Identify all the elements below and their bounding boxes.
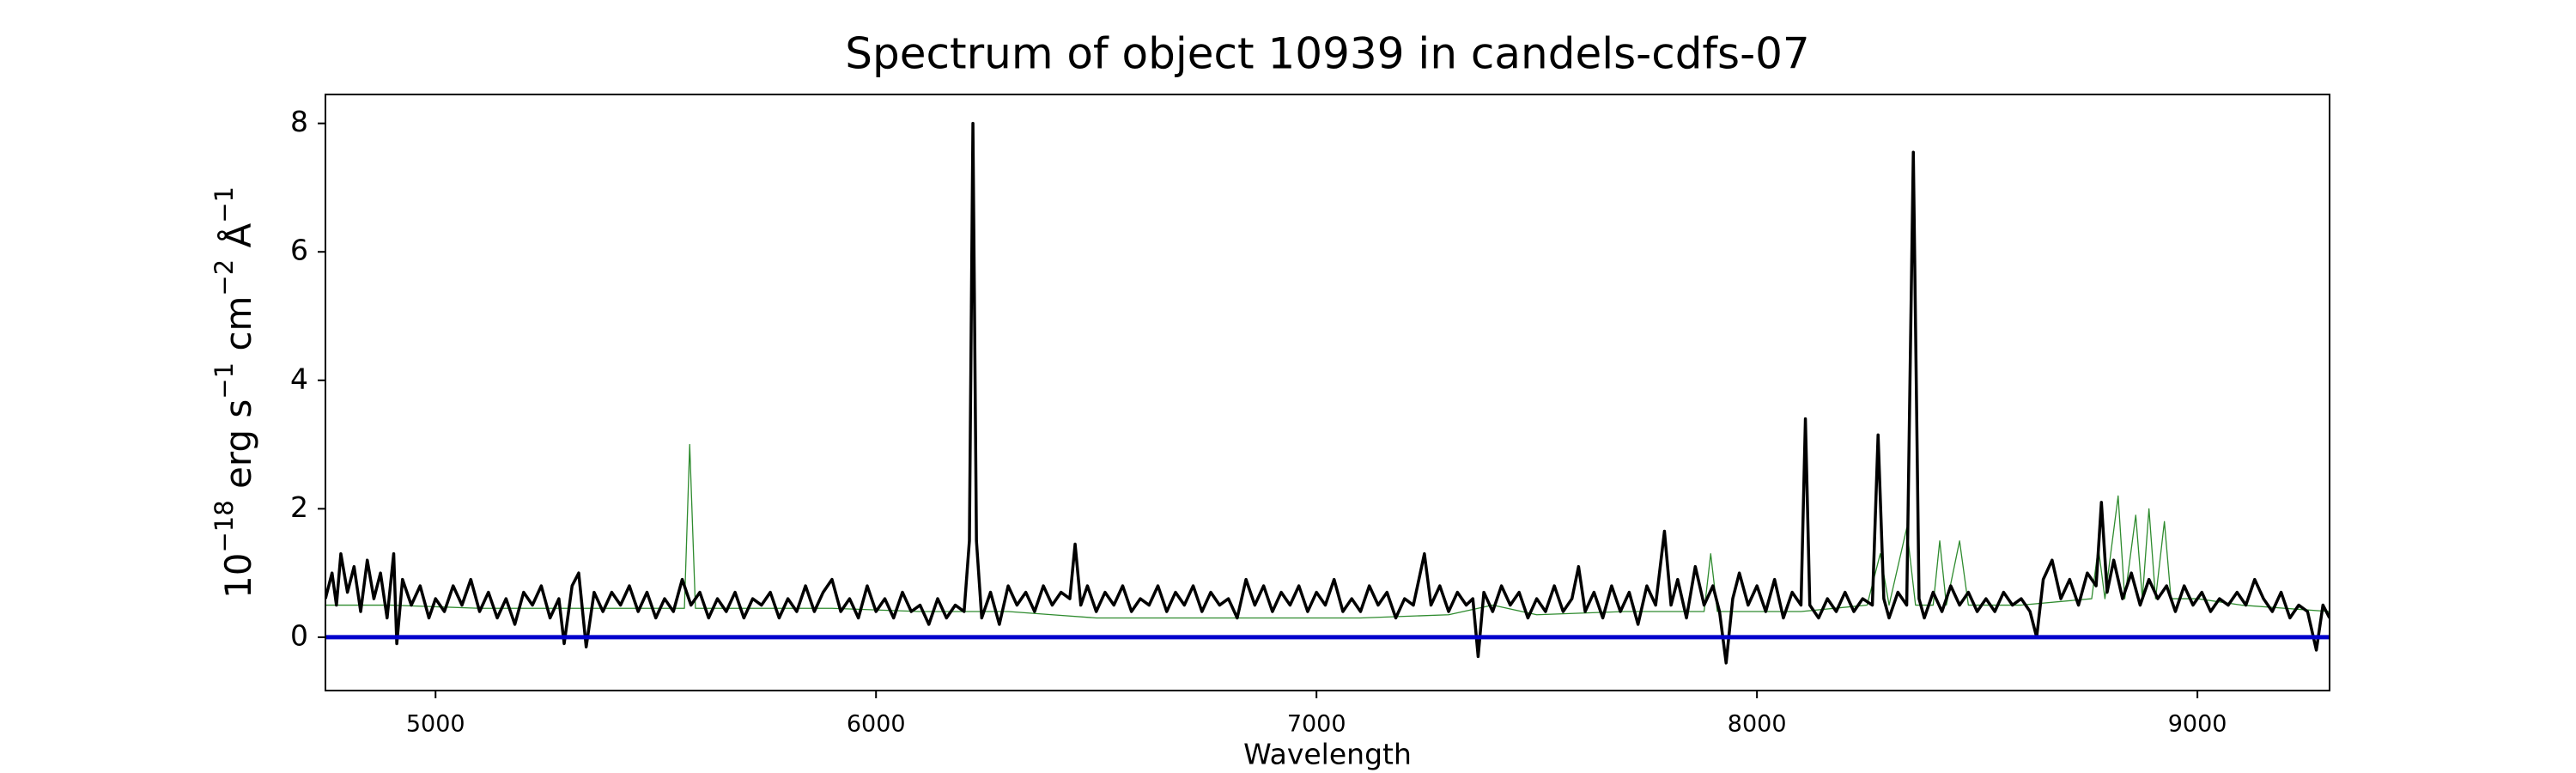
x-axis-label: Wavelength — [1243, 738, 1412, 771]
chart-title: Spectrum of object 10939 in candels-cdfs… — [845, 29, 1810, 79]
y-axis-label-part: cm — [217, 296, 259, 362]
x-tick-label: 7000 — [1287, 711, 1346, 738]
y-tick-label: 6 — [290, 234, 308, 267]
y-axis-label: 10−18 erg s−1 cm−2 Å−1 — [210, 186, 259, 599]
x-tick-label: 6000 — [847, 711, 906, 738]
y-axis-label-superscript: −18 — [210, 500, 239, 552]
y-axis-label-part: 10 — [217, 553, 259, 599]
y-tick-label: 4 — [290, 362, 308, 395]
x-tick-label: 9000 — [2168, 711, 2227, 738]
x-tick-label: 5000 — [406, 711, 465, 738]
x-tick-label: 8000 — [1728, 711, 1787, 738]
y-axis-label-part: erg s — [217, 399, 259, 501]
y-tick-label: 0 — [290, 618, 308, 652]
y-axis-label-part: Å — [216, 223, 259, 259]
y-tick-label: 2 — [290, 490, 308, 524]
y-tick-label: 8 — [290, 105, 308, 138]
y-axis-label-superscript: −1 — [210, 362, 239, 399]
y-axis-label-superscript: −1 — [210, 186, 239, 223]
plot-frame — [325, 94, 2330, 691]
y-axis-label-superscript: −2 — [210, 259, 239, 296]
spectrum-line — [325, 121, 2330, 665]
